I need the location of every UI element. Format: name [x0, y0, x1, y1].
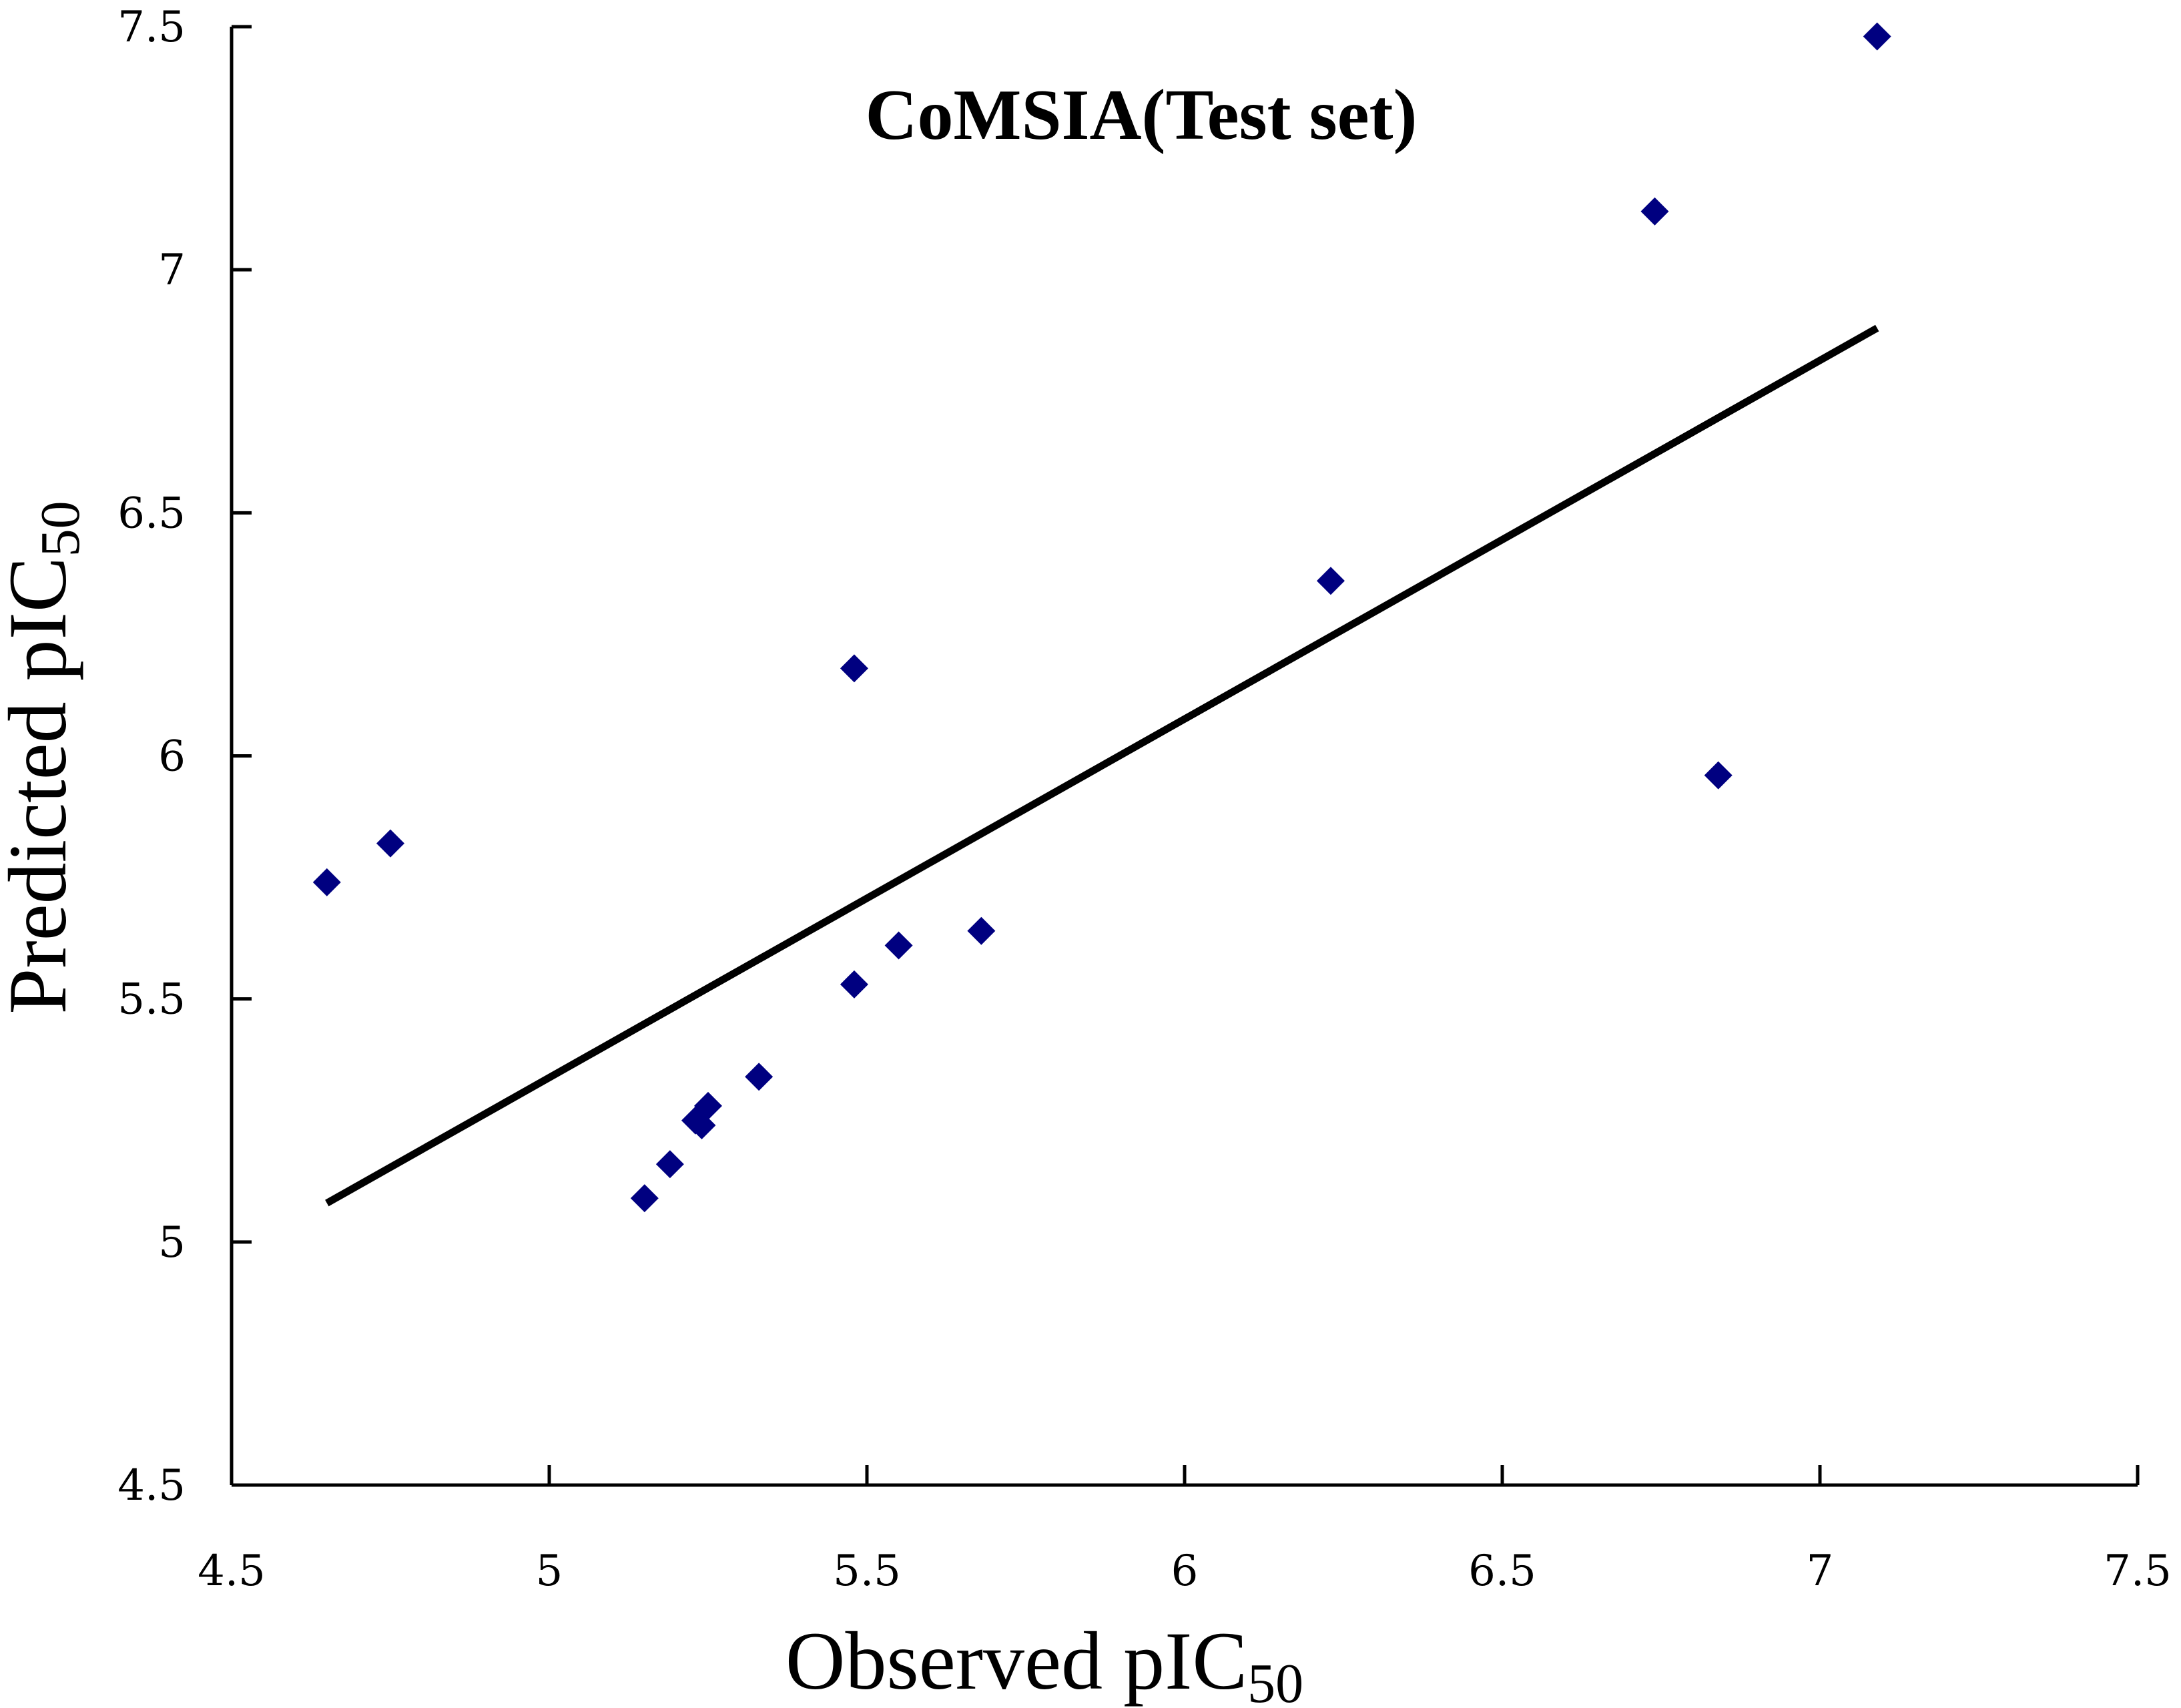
x-tick-label: 6.5 — [1468, 1546, 1536, 1596]
y-axis-title-subscript: 50 — [29, 501, 91, 557]
chart-title: CoMSIA(Test set) — [866, 75, 1418, 155]
data-point — [840, 654, 868, 683]
data-point — [630, 1184, 659, 1213]
data-point — [312, 868, 341, 896]
data-point — [840, 970, 868, 999]
y-tick-label: 5.5 — [117, 975, 186, 1025]
data-point — [655, 1150, 684, 1179]
y-axis-title-main: Predicted pIC — [0, 557, 83, 1014]
x-axis-title-main: Observed pIC — [786, 1615, 1247, 1707]
data-points — [312, 22, 1891, 1213]
data-point — [694, 1091, 722, 1120]
data-point — [1863, 22, 1891, 51]
data-point — [376, 829, 404, 858]
data-point — [967, 916, 996, 945]
data-point — [1704, 761, 1733, 790]
x-tick-label: 7 — [1807, 1546, 1834, 1596]
axes: 4.5 5 5.5 6 6.5 7 7.5 4.5 5 5.5 6 6.5 7 7.5 — [117, 3, 2172, 1596]
x-tick-label: 6 — [1171, 1546, 1199, 1596]
data-point — [884, 931, 913, 960]
y-tick-label: 5 — [158, 1218, 186, 1267]
trendline-group — [325, 324, 1879, 1207]
x-axis-title: Observed pIC50 — [786, 1615, 1303, 1708]
x-tick-label: 5 — [536, 1546, 563, 1596]
y-tick-label: 6.5 — [117, 489, 186, 538]
y-tick-label: 6 — [158, 732, 186, 782]
y-axis-title: Predicted pIC50 — [0, 501, 91, 1014]
trendline — [325, 324, 1879, 1207]
data-point — [1640, 197, 1669, 226]
x-tick-label: 5.5 — [833, 1546, 901, 1596]
x-tick-label: 7.5 — [2104, 1546, 2172, 1596]
x-axis-title-subscript: 50 — [1247, 1653, 1303, 1708]
y-tick-label: 7 — [158, 246, 186, 295]
y-tick-label: 7.5 — [117, 3, 186, 52]
y-tick-label: 4.5 — [117, 1461, 186, 1510]
data-point — [1316, 567, 1345, 595]
data-point — [745, 1063, 773, 1091]
x-tick-label: 4.5 — [198, 1546, 266, 1596]
